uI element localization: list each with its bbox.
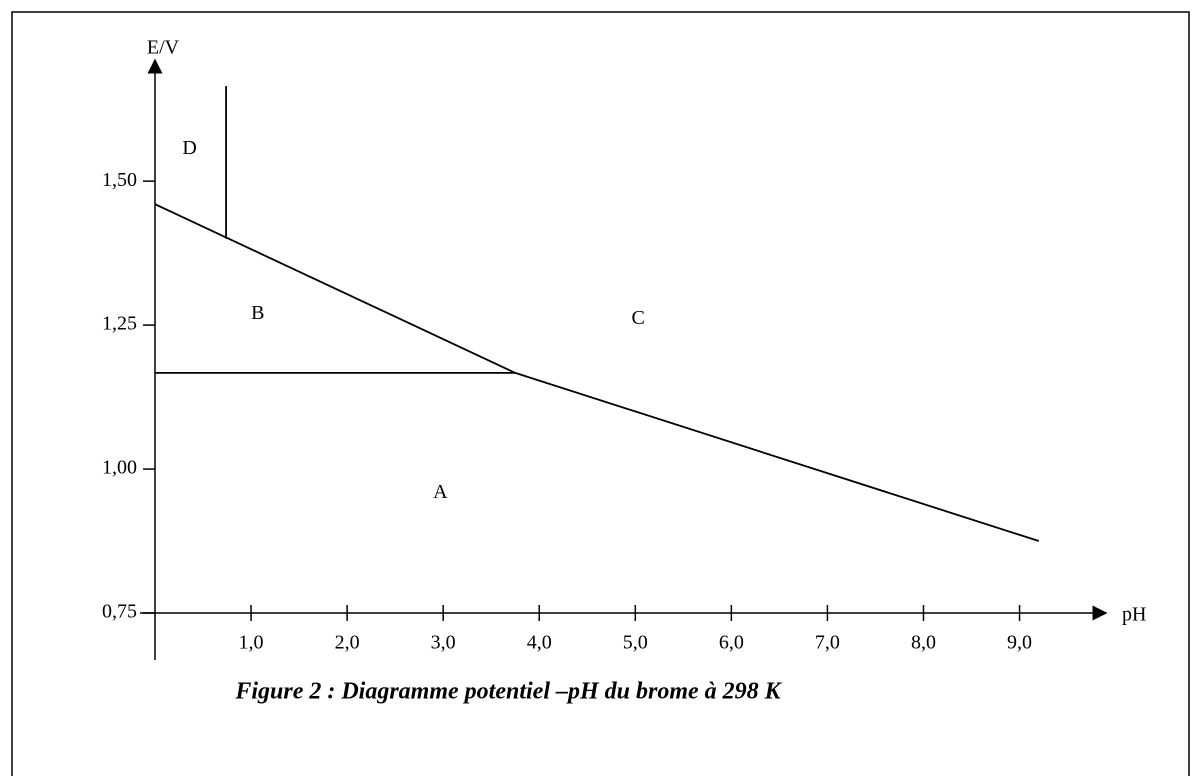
x-tick-label: 3,0 (431, 632, 456, 654)
x-tick-label: 9,0 (1007, 632, 1032, 654)
x-tick-label: 4,0 (527, 632, 552, 654)
y-tick-label: 1,00 (102, 457, 137, 479)
x-tick-label: 6,0 (719, 632, 744, 654)
y-tick-label: 1,50 (102, 169, 137, 191)
y-axis-label: E/V (147, 37, 180, 59)
y-tick-label: 1,25 (102, 313, 137, 335)
region-label: D (182, 137, 196, 159)
x-tick-label: 2,0 (335, 632, 360, 654)
chart-title: Figure 2 : Diagramme potentiel –pH du br… (234, 679, 782, 705)
x-tick-label: 1,0 (239, 632, 264, 654)
x-tick-label: 8,0 (911, 632, 936, 654)
region-label: B (251, 302, 264, 324)
x-tick-label: 5,0 (623, 632, 648, 654)
region-label: A (433, 481, 448, 503)
x-tick-label: 7,0 (815, 632, 840, 654)
region-label: C (632, 307, 645, 329)
frame (11, 11, 1190, 776)
x-axis-label: pH (1122, 604, 1146, 626)
y-tick-label: 0,75 (102, 601, 137, 623)
